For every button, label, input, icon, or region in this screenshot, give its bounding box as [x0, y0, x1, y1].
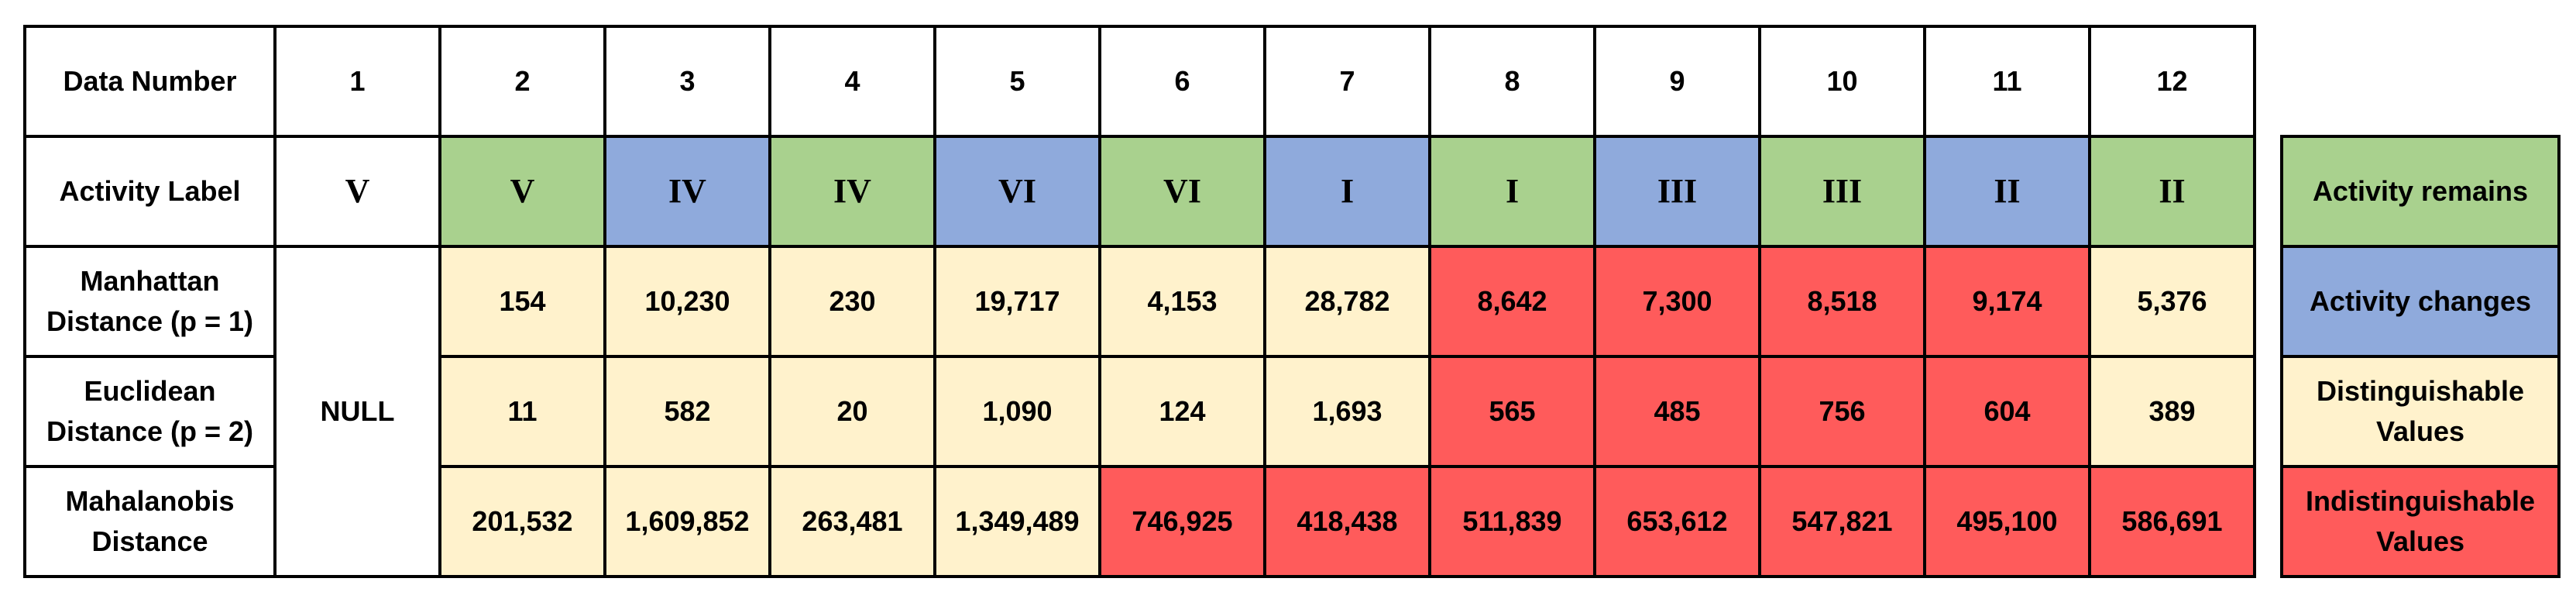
- table-cell: 756: [1758, 355, 1926, 468]
- table-cell: III: [1758, 135, 1926, 248]
- table-cell: 10: [1758, 25, 1926, 138]
- table-cell: 1,693: [1263, 355, 1431, 468]
- table-cell: 389: [2088, 355, 2256, 468]
- table-cell: 8,642: [1428, 245, 1596, 358]
- table-cell: VI: [1098, 135, 1266, 248]
- table-cell: 7: [1263, 25, 1431, 138]
- row-label: Manhattan Distance (p = 1): [23, 245, 276, 358]
- table-cell: 124: [1098, 355, 1266, 468]
- table-cell: V: [438, 135, 606, 248]
- table-cell: 11: [438, 355, 606, 468]
- table-cell: 230: [768, 245, 936, 358]
- table-cell: 3: [603, 25, 771, 138]
- legend: Activity remains Activity changes Distin…: [2280, 135, 2561, 578]
- table-cell: 511,839: [1428, 465, 1596, 578]
- legend-item-activity-changes: Activity changes: [2280, 245, 2561, 358]
- table-cell: 8,518: [1758, 245, 1926, 358]
- table-cell: 495,100: [1923, 465, 2091, 578]
- activity-label-row: Activity Label V V IV IV VI VI I I III I…: [23, 135, 2256, 248]
- row-label: Euclidean Distance (p = 2): [23, 355, 276, 468]
- table-cell: II: [2088, 135, 2256, 248]
- table-cell: 19,717: [933, 245, 1101, 358]
- table-cell: IV: [768, 135, 936, 248]
- table-cell: 6: [1098, 25, 1266, 138]
- table-cell: 10,230: [603, 245, 771, 358]
- manhattan-row: Manhattan Distance (p = 1) NULL 154 10,2…: [23, 245, 2256, 578]
- table-cell: 1,090: [933, 355, 1101, 468]
- table-cell: IV: [603, 135, 771, 248]
- table-cell: 12: [2088, 25, 2256, 138]
- data-number-row: Data Number 1 2 3 4 5 6 7 8 9 10 11 12: [23, 25, 2256, 138]
- row-label: Mahalanobis Distance: [23, 465, 276, 578]
- table-cell: 28,782: [1263, 245, 1431, 358]
- table-cell: 604: [1923, 355, 2091, 468]
- table-cell: 154: [438, 245, 606, 358]
- distance-table: Data Number 1 2 3 4 5 6 7 8 9 10 11 12 A…: [23, 25, 2256, 578]
- table-cell: 586,691: [2088, 465, 2256, 578]
- table-cell: I: [1263, 135, 1431, 248]
- table-cell: I: [1428, 135, 1596, 248]
- table-cell: 1: [273, 25, 441, 138]
- table-cell: 418,438: [1263, 465, 1431, 578]
- table-cell: 1,349,489: [933, 465, 1101, 578]
- table-cell: III: [1593, 135, 1761, 248]
- table-cell: 9,174: [1923, 245, 2091, 358]
- table-cell: II: [1923, 135, 2091, 248]
- table-cell: 547,821: [1758, 465, 1926, 578]
- table-cell: 201,532: [438, 465, 606, 578]
- table-cell: 8: [1428, 25, 1596, 138]
- table-cell: 582: [603, 355, 771, 468]
- legend-item-distinguishable: Distinguishable Values: [2280, 355, 2561, 468]
- null-cell: NULL: [273, 245, 441, 578]
- table-cell: 4,153: [1098, 245, 1266, 358]
- row-label: Activity Label: [23, 135, 276, 248]
- table-cell: 2: [438, 25, 606, 138]
- table-cell: 263,481: [768, 465, 936, 578]
- table-cell: 565: [1428, 355, 1596, 468]
- table-cell: 485: [1593, 355, 1761, 468]
- table-cell: 11: [1923, 25, 2091, 138]
- table-cell: 20: [768, 355, 936, 468]
- table-cell: V: [273, 135, 441, 248]
- table-cell: VI: [933, 135, 1101, 248]
- table-cell: 746,925: [1098, 465, 1266, 578]
- mahalanobis-row: Mahalanobis Distance 201,532 1,609,852 2…: [23, 465, 2256, 578]
- table-cell: 7,300: [1593, 245, 1761, 358]
- legend-item-indistinguishable: Indistinguishable Values: [2280, 465, 2561, 578]
- table-cell: 5,376: [2088, 245, 2256, 358]
- row-label: Data Number: [23, 25, 276, 138]
- euclidean-row: Euclidean Distance (p = 2) 11 582 20 1,0…: [23, 355, 2256, 468]
- table-cell: 4: [768, 25, 936, 138]
- table-cell: 5: [933, 25, 1101, 138]
- table-cell: 1,609,852: [603, 465, 771, 578]
- table-cell: 653,612: [1593, 465, 1761, 578]
- table-cell: 9: [1593, 25, 1761, 138]
- legend-item-activity-remains: Activity remains: [2280, 135, 2561, 248]
